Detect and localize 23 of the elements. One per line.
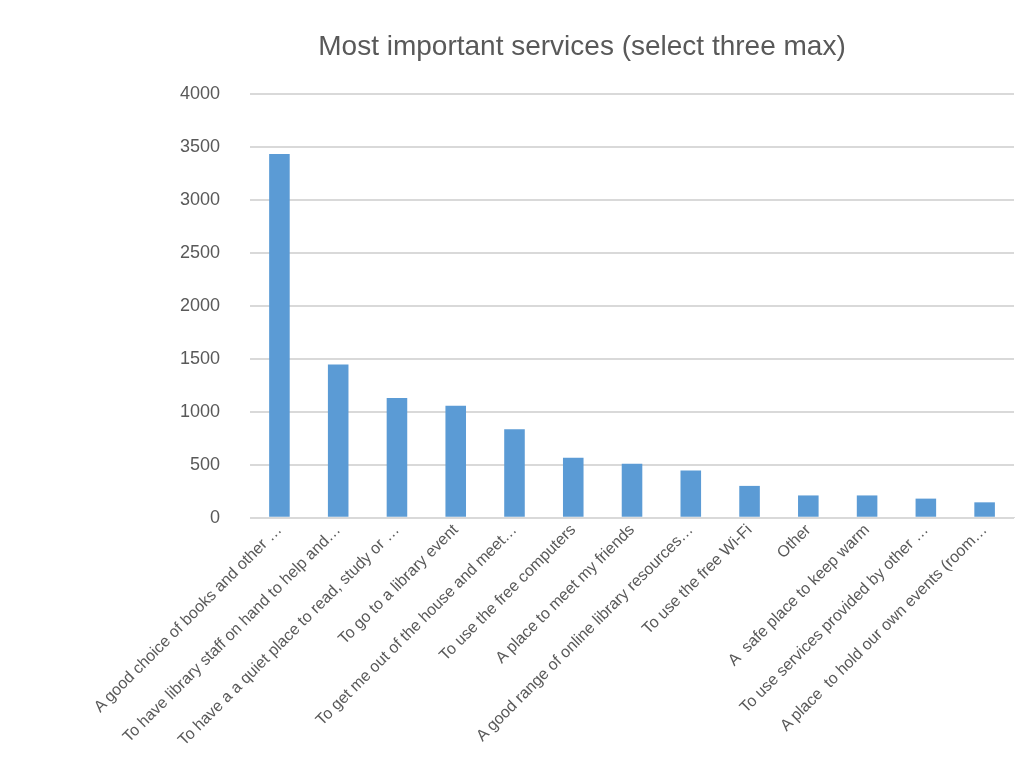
chart-title: Most important services (select three max) [318,29,846,61]
bar [445,405,467,517]
y-tick-label: 2000 [180,294,221,315]
y-tick-label: 0 [210,506,221,527]
bar [739,485,760,517]
bar [798,495,819,517]
bar [504,429,525,517]
y-tick-label: 1000 [180,400,221,421]
bar [621,463,643,517]
bar [974,502,995,517]
y-tick-label: 3000 [180,188,221,209]
y-tick-label: 2500 [180,241,221,262]
bar [386,397,408,517]
y-tick-label: 3500 [180,135,221,156]
bar [856,495,878,517]
bar [680,470,702,517]
y-tick-label: 500 [190,453,221,474]
bar [915,498,937,517]
bar [327,364,349,517]
y-tick-label: 1500 [180,347,221,368]
bar [269,154,290,517]
y-tick-label: 4000 [180,82,221,103]
bar [562,457,584,517]
